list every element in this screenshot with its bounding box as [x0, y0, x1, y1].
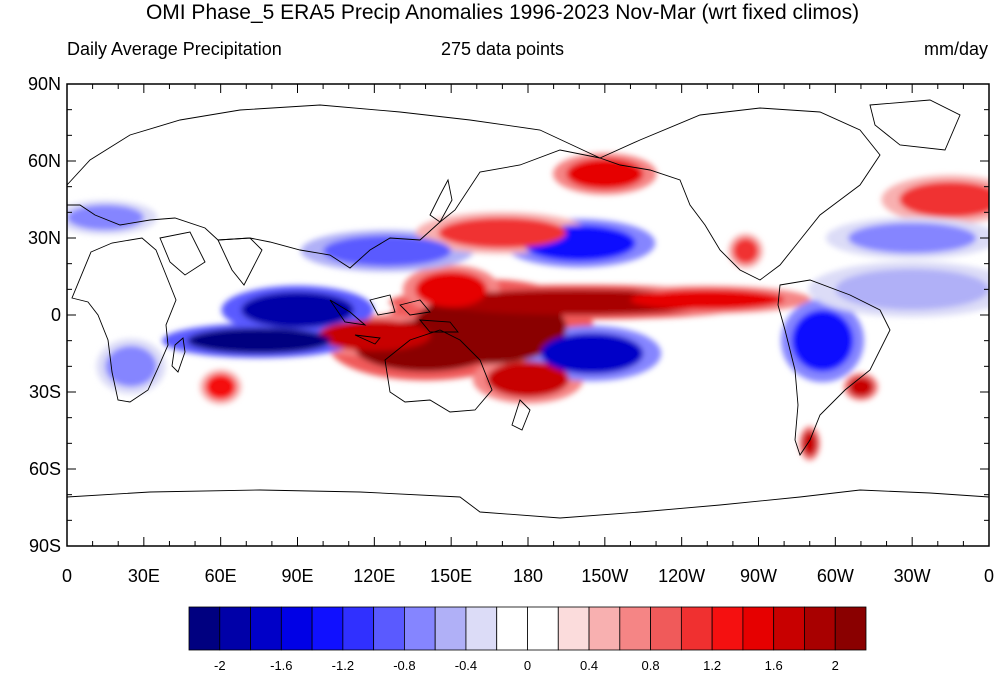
y-tick-label: 90S	[29, 536, 61, 556]
x-tick-label: 90W	[740, 566, 777, 586]
colorbar-bin	[465, 606, 498, 651]
left-subtitle: Daily Average Precipitation	[67, 39, 282, 59]
colorbar-label: 2	[832, 658, 839, 673]
anomaly-region	[630, 289, 785, 310]
colorbar-bin	[680, 606, 713, 651]
y-tick-label: 30N	[28, 228, 61, 248]
anomaly-region	[205, 374, 237, 400]
anomaly-region	[415, 271, 488, 308]
anomaly-region	[105, 345, 157, 387]
x-tick-label: 120W	[658, 566, 705, 586]
anomaly-region	[438, 217, 567, 249]
coastline-north-america	[598, 107, 881, 281]
anomaly-region	[323, 235, 452, 267]
anomaly-region	[848, 222, 977, 254]
x-tick-label: 0	[984, 566, 994, 586]
colorbar-bin	[311, 606, 344, 651]
anomaly-region	[187, 327, 331, 354]
y-tick-label: 60N	[28, 151, 61, 171]
colorbar-bin	[280, 606, 313, 651]
colorbar-bin	[342, 606, 375, 651]
anomaly-region	[848, 376, 874, 398]
colorbar-bin	[373, 606, 405, 651]
colorbar-bin	[250, 606, 282, 651]
coastline-new-zealand	[511, 399, 531, 431]
colorbar-label: -2	[214, 658, 226, 673]
coastline-maritime	[329, 294, 459, 345]
anomaly-region	[566, 158, 644, 190]
x-tick-label: 120E	[353, 566, 395, 586]
coastline-greenland	[869, 99, 961, 151]
colorbar-label: 1.6	[765, 658, 783, 673]
colorbar-label: -1.2	[332, 658, 354, 673]
units-label: mm/day	[923, 39, 988, 59]
coastline-antarctica	[67, 489, 989, 519]
anomaly-region	[540, 332, 644, 375]
colorbar-label: 1.2	[703, 658, 721, 673]
coastline-africa	[71, 237, 177, 403]
colorbar-bin	[434, 606, 467, 651]
colorbar-label: -1.6	[270, 658, 292, 673]
coastline-australia	[384, 329, 493, 413]
anomaly-region	[835, 268, 989, 310]
anomaly-region	[67, 204, 144, 231]
center-subtitle: 275 data points	[440, 39, 565, 59]
colorbar-bin	[496, 606, 528, 651]
y-tick-label: 60S	[29, 459, 61, 479]
colorbar-bin	[804, 606, 836, 651]
colorbar-label: 0	[524, 658, 531, 673]
anomaly-region	[802, 430, 818, 457]
colorbar-bin	[711, 606, 744, 651]
y-tick-label: 90N	[28, 74, 61, 94]
colorbar-bin	[834, 606, 867, 651]
coastline-madagascar	[171, 337, 186, 373]
x-tick-label: 0	[62, 566, 72, 586]
colorbar-label: -0.8	[393, 658, 415, 673]
y-tick-label: 0	[51, 305, 61, 325]
x-tick-label: 150E	[430, 566, 472, 586]
map-title: OMI Phase_5 ERA5 Precip Anomalies 1996-2…	[145, 1, 860, 24]
anomaly-region	[317, 320, 431, 351]
anomaly-region	[241, 291, 354, 328]
x-tick-label: 30E	[128, 566, 160, 586]
colorbar-bin	[619, 606, 651, 651]
colorbar: -2 -1.6 -1.2 -0.8 -0.4 0 0.4 0.8 1.2 1.6 2	[188, 606, 867, 673]
anomaly-region	[487, 361, 569, 398]
anomaly-region	[732, 238, 759, 264]
coastline-japan	[429, 178, 453, 223]
colorbar-bin	[219, 606, 251, 651]
colorbar-label: 0.8	[642, 658, 660, 673]
colorbar-bin	[588, 606, 621, 651]
coastlines	[67, 99, 989, 519]
coastline-eurasia	[67, 104, 601, 269]
x-tick-label: 150W	[581, 566, 628, 586]
axis-ticks: 0 30E 60E 90E 120E 150E 180 150W 120W 90W 60W 30W 09…	[28, 74, 994, 586]
coastline-south-america	[777, 279, 891, 457]
x-tick-label: 60E	[205, 566, 237, 586]
colorbar-bin	[650, 606, 682, 651]
colorbar-bin	[773, 606, 805, 651]
colorbar-bin	[557, 606, 590, 651]
y-tick-label: 30S	[29, 382, 61, 402]
x-tick-label: 180	[513, 566, 543, 586]
coastline-arabia	[159, 231, 206, 276]
anomaly-region	[791, 309, 854, 372]
colorbar-bin	[527, 606, 559, 651]
colorbar-bin	[188, 606, 221, 651]
colorbar-bin	[742, 606, 775, 651]
colorbar-bin	[404, 606, 436, 651]
anomaly-region	[899, 181, 989, 218]
x-tick-label: 30W	[894, 566, 931, 586]
colorbar-label: -0.4	[455, 658, 477, 673]
anomaly-field	[67, 153, 989, 461]
x-tick-label: 60W	[817, 566, 854, 586]
colorbar-label: 0.4	[580, 658, 598, 673]
x-tick-label: 90E	[281, 566, 313, 586]
